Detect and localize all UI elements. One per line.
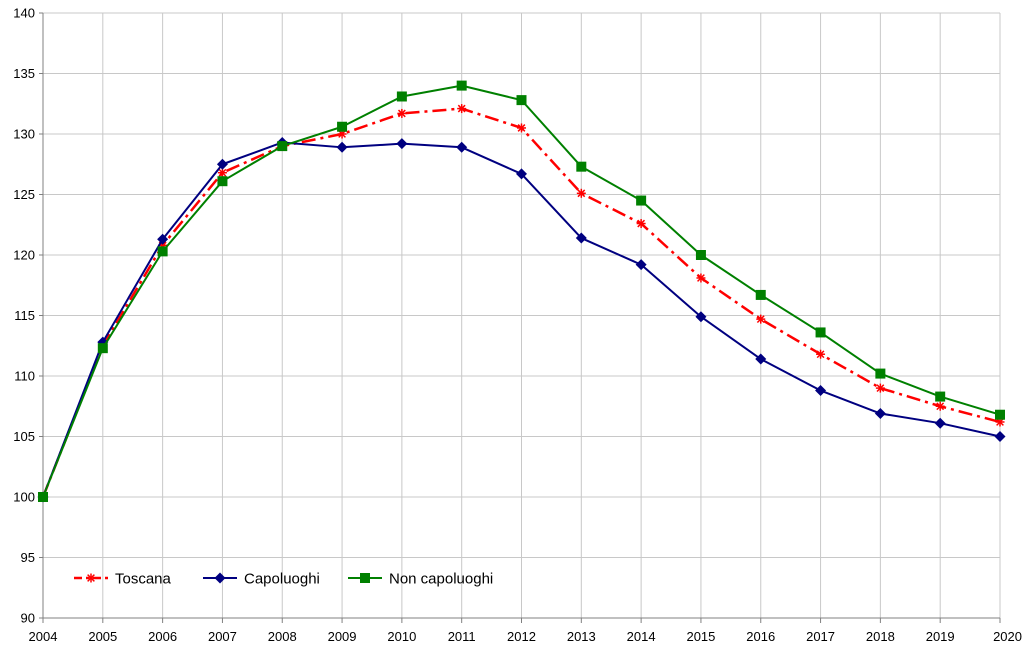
data-point-capoluoghi (695, 311, 707, 323)
data-point-non-capoluoghi (456, 80, 467, 91)
data-point-toscana (397, 108, 407, 118)
data-point-non-capoluoghi (576, 161, 587, 172)
data-point-non-capoluoghi (636, 195, 647, 206)
data-point-capoluoghi (456, 141, 468, 153)
y-tick-label: 95 (21, 550, 35, 565)
data-point-non-capoluoghi (217, 176, 228, 187)
y-tick-label: 135 (13, 66, 35, 81)
legend-item-capoluoghi: Capoluoghi (203, 571, 320, 588)
data-point-capoluoghi (575, 232, 587, 244)
x-tick-label: 2014 (627, 629, 656, 644)
x-tick-label: 2013 (567, 629, 596, 644)
data-point-capoluoghi (635, 259, 647, 271)
x-tick-label: 2005 (88, 629, 117, 644)
x-tick-label: 2018 (866, 629, 895, 644)
data-point-non-capoluoghi (516, 95, 527, 106)
data-point-capoluoghi (994, 431, 1006, 442)
data-point-toscana (576, 188, 586, 198)
legend-label: Non capoluoghi (389, 571, 493, 588)
axes: 90 95 100 105 110 115 120 125 130 135 140 2004 2005 2… (13, 6, 1022, 645)
data-point-toscana (636, 219, 646, 229)
y-tick-label: 120 (13, 248, 35, 263)
data-point-capoluoghi (157, 233, 169, 245)
legend-item-non-capoluoghi: Non capoluoghi (348, 571, 493, 588)
x-tick-label: 2017 (806, 629, 835, 644)
x-tick-label: 2006 (148, 629, 177, 644)
legend-label: Capoluoghi (244, 571, 320, 588)
x-tick-label: 2008 (268, 629, 297, 644)
x-tick-label: 2019 (926, 629, 955, 644)
data-point-toscana (875, 383, 885, 393)
data-point-non-capoluoghi (396, 91, 407, 102)
data-point-non-capoluoghi (755, 289, 766, 300)
data-point-non-capoluoghi (277, 141, 288, 152)
x-tick-label: 2007 (208, 629, 237, 644)
data-point-non-capoluoghi (38, 492, 48, 502)
data-point-toscana (816, 349, 826, 359)
y-tick-label: 140 (13, 6, 35, 21)
x-tick-label: 2011 (448, 629, 476, 644)
legend-item-toscana: Toscana (74, 571, 172, 588)
data-point-non-capoluoghi (97, 343, 108, 354)
y-tick-label: 100 (13, 490, 35, 505)
data-point-non-capoluoghi (815, 327, 826, 338)
data-point-capoluoghi (934, 417, 946, 429)
data-point-non-capoluoghi (875, 368, 886, 379)
legend-marker (86, 573, 96, 583)
data-point-capoluoghi (874, 408, 886, 420)
legend: Toscana Capoluoghi Non capoluoghi (74, 571, 493, 588)
legend-marker (214, 572, 226, 584)
series-group (37, 80, 1006, 503)
y-tick-label: 115 (14, 308, 35, 323)
data-point-non-capoluoghi (995, 409, 1005, 420)
data-point-toscana (457, 104, 467, 114)
data-point-non-capoluoghi (695, 250, 706, 260)
data-point-capoluoghi (216, 158, 228, 170)
data-point-toscana (935, 401, 945, 411)
series-non-capoluoghi (38, 80, 1005, 502)
x-tick-label: 2015 (686, 629, 715, 644)
x-tick-label: 2020 (993, 629, 1022, 644)
x-tick-label: 2009 (328, 629, 357, 644)
data-point-toscana (696, 273, 706, 283)
data-point-non-capoluoghi (157, 246, 168, 257)
x-tick-label: 2004 (29, 629, 58, 644)
data-point-toscana (756, 314, 766, 324)
data-point-non-capoluoghi (935, 391, 946, 402)
y-tick-label: 125 (13, 187, 35, 202)
y-tick-label: 105 (13, 429, 35, 444)
data-point-toscana (517, 123, 526, 133)
y-tick-label: 130 (13, 127, 35, 142)
data-point-capoluoghi (336, 141, 348, 153)
y-tick-label: 90 (21, 611, 35, 626)
x-tick-label: 2016 (746, 629, 775, 644)
x-tick-label: 2012 (507, 629, 536, 644)
y-tick-label: 110 (14, 369, 35, 384)
data-point-capoluoghi (396, 138, 408, 150)
data-point-non-capoluoghi (337, 121, 348, 132)
data-point-capoluoghi (755, 353, 767, 365)
legend-marker (360, 573, 370, 583)
data-point-capoluoghi (516, 168, 527, 180)
x-tick-label: 2010 (387, 629, 416, 644)
data-point-capoluoghi (815, 385, 827, 397)
legend-label: Toscana (115, 571, 172, 588)
